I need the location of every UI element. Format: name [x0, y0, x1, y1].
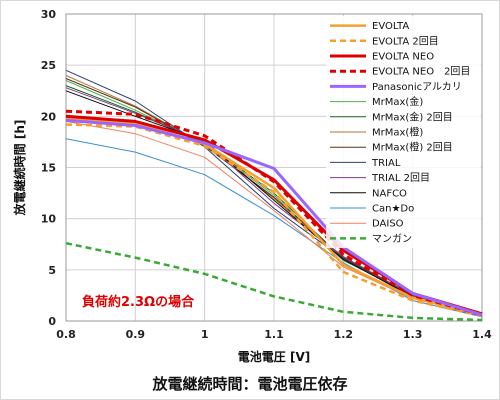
legend-label: DAISO: [372, 219, 404, 230]
y-tick-label: 30: [41, 8, 57, 21]
x-tick-label: 0.8: [56, 328, 76, 341]
chart-title: 放電継続時間：電池電圧依存: [151, 375, 347, 393]
legend-label: MrMax(橙) 2回目: [372, 141, 453, 154]
plot-area: [65, 13, 483, 322]
legend-label: EVOLTA NEO 2回目: [372, 66, 470, 78]
series-line: [65, 118, 483, 317]
legend-label: MrMax(金): [372, 95, 423, 108]
x-tick-label: 0.9: [126, 328, 146, 341]
legend-label: マンガン: [372, 233, 412, 245]
legend-label: Panasonicアルカリ: [372, 81, 462, 93]
x-tick-label: 1.4: [472, 328, 492, 341]
legend-label: EVOLTA 2回目: [372, 35, 439, 47]
legend-label: TRIAL 2回目: [371, 172, 430, 184]
series-line: [65, 87, 483, 317]
y-tick-label: 15: [41, 162, 56, 175]
legend-label: MrMax(橙): [372, 126, 423, 139]
series-line: [65, 109, 483, 317]
load-annotation: 負荷約2.3Ωの場合: [82, 294, 195, 310]
y-tick-label: 0: [48, 315, 56, 328]
x-tick-label: 1: [201, 328, 209, 341]
x-axis-label: 電池電圧 [V]: [238, 349, 310, 364]
legend-label: TRIAL: [371, 158, 401, 169]
y-tick-label: 20: [41, 110, 57, 123]
series-lines: [65, 69, 483, 322]
series-line: [65, 123, 483, 318]
y-tick-label: 25: [41, 59, 56, 72]
legend: EVOLTA EVOLTA 2回目 EVOLTA NEO EVOLTA NEO 2回目…: [326, 16, 481, 248]
series-line: [65, 117, 483, 317]
legend-label: Can★Do: [372, 204, 414, 215]
y-tick-label: 10: [41, 213, 57, 226]
legend-label: EVOLTA NEO: [372, 52, 434, 63]
y-tick-label: 5: [48, 264, 56, 277]
series-line: [65, 241, 483, 322]
legend-label: EVOLTA: [372, 21, 409, 32]
tick-labels: 0 5 10 15 20 25 30 0.8 0.9 1 1.1 1.2 1.3 1.4: [41, 8, 492, 341]
legend-label: NAFCO: [372, 188, 407, 199]
legend-label: MrMax(金) 2回目: [372, 110, 453, 123]
x-tick-label: 1.2: [334, 328, 354, 341]
x-tick-label: 1.3: [403, 328, 423, 341]
y-axis-label: 放電継続時間 [h]: [12, 120, 27, 217]
x-tick-label: 1.1: [264, 328, 284, 341]
